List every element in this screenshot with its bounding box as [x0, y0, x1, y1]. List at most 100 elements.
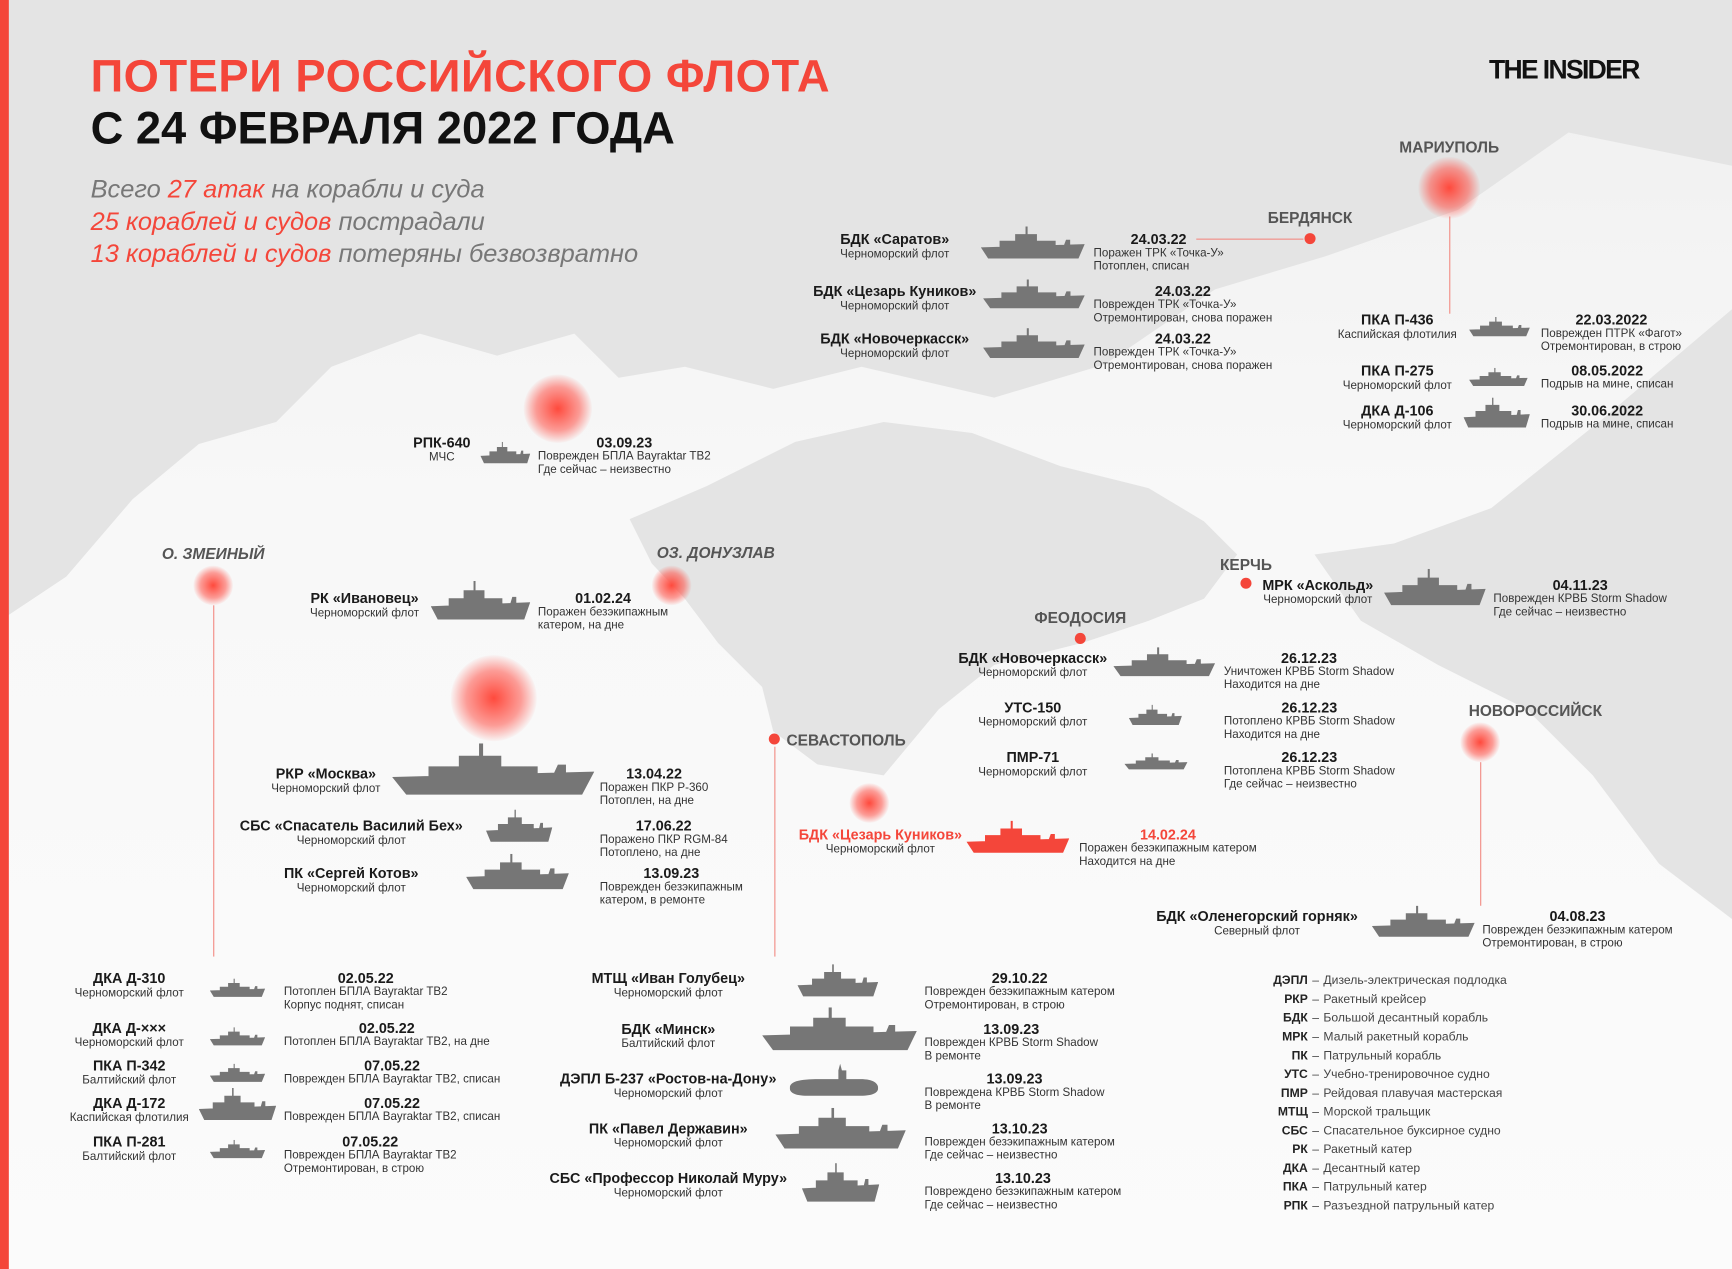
legend-row: ДКА – Десантный катер — [1237, 1160, 1507, 1179]
incident-status: Поврежден ПТРК «Фагот» — [1540, 326, 1683, 341]
vessel-name: ДКА Д-××× — [92, 1019, 166, 1037]
vessel-name-block: ДКА Д-310 Черноморский флот — [75, 970, 184, 1001]
vessel-name-block: БДК «Саратов» Черноморский флот — [840, 231, 949, 262]
legend-text: Ракетный крейсер — [1323, 993, 1427, 1007]
vessel-fleet: Каспийская флотилия — [1337, 328, 1457, 342]
incident-status: Поражено ПКР RGM-84 — [599, 832, 728, 847]
vessel-fleet: Балтийский флот — [82, 1073, 177, 1087]
vessel-name-block: РК «Ивановец» Черноморский флот — [310, 590, 419, 621]
incident-status: Потоплен БПЛА Bayraktar TB2 — [283, 985, 448, 999]
incident-info: 13.10.23 Повреждено безэкипажным катером Г… — [925, 1170, 1122, 1212]
vessel-name: ПК «Павел Державин» — [588, 1120, 748, 1137]
vessel-name-block: РПК-640 МЧС — [413, 434, 470, 465]
incident-info: 01.02.24 Поражен безэкипажным катером, на … — [538, 590, 668, 632]
incident-status: Отремонтирован, снова поражен — [1093, 310, 1273, 325]
incident-status: Отремонтирован, в строю — [1540, 339, 1682, 353]
ship-silhouette-icon — [1371, 905, 1475, 937]
incident-status: Подрыв на мине, списан — [1540, 417, 1674, 431]
ship-silhouette-icon — [762, 1007, 917, 1051]
vessel-fleet: Черноморский флот — [271, 782, 381, 796]
place-label-donuzlav: ОЗ. ДОНУЗЛАВ — [656, 543, 775, 562]
incident-info: 04.11.23 Поврежден КРВБ Storm Shadow Где с… — [1493, 577, 1666, 619]
incident-info: 26.12.23 Потоплено КРВБ Storm Shadow Наход… — [1224, 699, 1395, 741]
incident-status: Отремонтирован, в строю — [1482, 936, 1623, 950]
ship-silhouette-icon — [775, 1107, 906, 1149]
vessel-name: БДК «Новочеркасск» — [820, 330, 970, 347]
incident-date: 13.09.23 — [986, 1070, 1043, 1087]
vessel-name-block: ПК «Сергей Котов» Черноморский флот — [284, 865, 419, 896]
legend-row: РК – Ракетный катер — [1237, 1141, 1507, 1160]
legend-abbr: БДК — [1283, 1011, 1308, 1026]
land-crimea — [629, 421, 1238, 776]
page-subtitle: С 24 ФЕВРАЛЯ 2022 ГОДА — [90, 102, 675, 154]
incident-date: 04.08.23 — [1549, 907, 1606, 925]
incident-status: Отремонтирован, в строю — [924, 997, 1065, 1012]
vessel-fleet: Черноморский флот — [613, 1136, 723, 1150]
vessel-name: МТЩ «Иван Голубец» — [591, 969, 745, 987]
vessel-name: ДЭПЛ Б-237 «Ростов-на-Дону» — [560, 1070, 777, 1087]
incident-status: В ремонте — [924, 1048, 981, 1063]
vessel-name: РК «Ивановец» — [310, 589, 419, 607]
legend-dash: – — [1312, 1105, 1320, 1119]
incident-status: Поражен ТРК «Точка-У» — [1093, 246, 1224, 260]
incident-info: 13.09.23 Повреждена КРВБ Storm Shadow В ре… — [925, 1070, 1105, 1112]
incident-status: Поражен безэкипажным катером — [1079, 841, 1257, 855]
logo: THE INSIDER — [1488, 55, 1640, 86]
incident-date: 26.12.23 — [1281, 748, 1338, 766]
location-dot-kerch — [1240, 577, 1252, 589]
ship-silhouette-icon — [1124, 753, 1188, 770]
stat-text: потеряны безвозвратно — [331, 238, 639, 268]
vessel-name-block: МТЩ «Иван Голубец» Черноморский флот — [592, 970, 745, 1001]
incident-status: Повреждена КРВБ Storm Shadow — [924, 1085, 1105, 1100]
incident-status: Потоплен, на дне — [599, 793, 695, 807]
incident-status: Повреждено безэкипажным катером — [924, 1185, 1122, 1199]
strike-marker-kunikov — [849, 783, 890, 823]
vessel-name-block: ПКА П-342 Балтийский флот — [82, 1057, 176, 1088]
ship-silhouette-icon — [198, 1088, 277, 1121]
vessel-name-block: ПКА П-275 Черноморский флот — [1343, 362, 1452, 393]
incident-status: Поврежден КРВБ Storm Shadow — [1493, 592, 1667, 606]
legend-abbr: РПК — [1283, 1199, 1308, 1213]
incident-status: Потоплена КРВБ Storm Shadow — [1223, 764, 1395, 778]
summary-stat-line: 25 кораблей и судов пострадали — [91, 207, 485, 237]
vessel-name-block: БДК «Новочеркасск» Черноморский флот — [958, 649, 1107, 680]
vessel-name-block: БДК «Минск» Балтийский флот — [621, 1021, 715, 1052]
stat-highlight: 13 кораблей и судов — [90, 238, 332, 268]
vessel-name-block: ПМР-71 Черноморский флот — [978, 749, 1087, 780]
incident-status: Поврежден ТРК «Точка-У» — [1093, 298, 1237, 312]
vessel-fleet: Черноморский флот — [74, 1036, 184, 1050]
connector-line — [1480, 762, 1482, 906]
vessel-name: ПМР-71 — [1006, 748, 1060, 766]
legend-row: ПК – Патрульный корабль — [1237, 1047, 1507, 1066]
ship-silhouette-icon — [209, 1027, 266, 1046]
place-label-kerch: КЕРЧЬ — [1219, 555, 1273, 574]
legend-dash: – — [1312, 1124, 1320, 1138]
legend-dash: – — [1312, 974, 1320, 988]
vessel-name: БДК «Оленегорский горняк» — [1156, 907, 1358, 925]
legend-row: РКР – Ракетный крейсер — [1237, 991, 1507, 1010]
incident-date: 08.05.2022 — [1571, 362, 1644, 379]
vessel-name-block: МРК «Аскольд» Черноморский флот — [1262, 577, 1373, 608]
legend-dash: – — [1312, 993, 1320, 1007]
incident-status: катером, в ремонте — [599, 893, 706, 907]
incident-status: Где сейчас – неизвестно — [1493, 604, 1627, 619]
vessel-name: ДКА Д-106 — [1361, 402, 1434, 419]
incident-info: 13.09.23 Поврежден безэкипажным катером, в… — [600, 865, 743, 907]
incident-status: Поражен ПКР Р-360 — [599, 780, 709, 795]
vessel-name: ПКА П-342 — [92, 1057, 166, 1074]
legend-abbr: ДКА — [1282, 1162, 1308, 1176]
incident-date: 13.09.23 — [983, 1020, 1040, 1038]
vessel-name-block: ДКА Д-××× Черноморский флот — [75, 1020, 184, 1051]
legend-abbr: МРК — [1282, 1030, 1308, 1044]
incident-status: Корпус поднят, списан — [283, 997, 405, 1012]
connector-line — [1449, 216, 1451, 314]
ship-silhouette-icon — [480, 441, 531, 464]
legend-abbr: РК — [1292, 1143, 1308, 1157]
incident-status: Поврежден БПЛА Bayraktar TB2, списан — [283, 1110, 501, 1124]
incident-date: 13.10.23 — [994, 1169, 1051, 1187]
location-dot-berdyansk — [1304, 233, 1316, 245]
incident-status: Поврежден БПЛА Bayraktar TB2, списан — [283, 1072, 501, 1086]
vessel-name-block: ПКА П-436 Каспийская флотилия — [1338, 311, 1457, 342]
